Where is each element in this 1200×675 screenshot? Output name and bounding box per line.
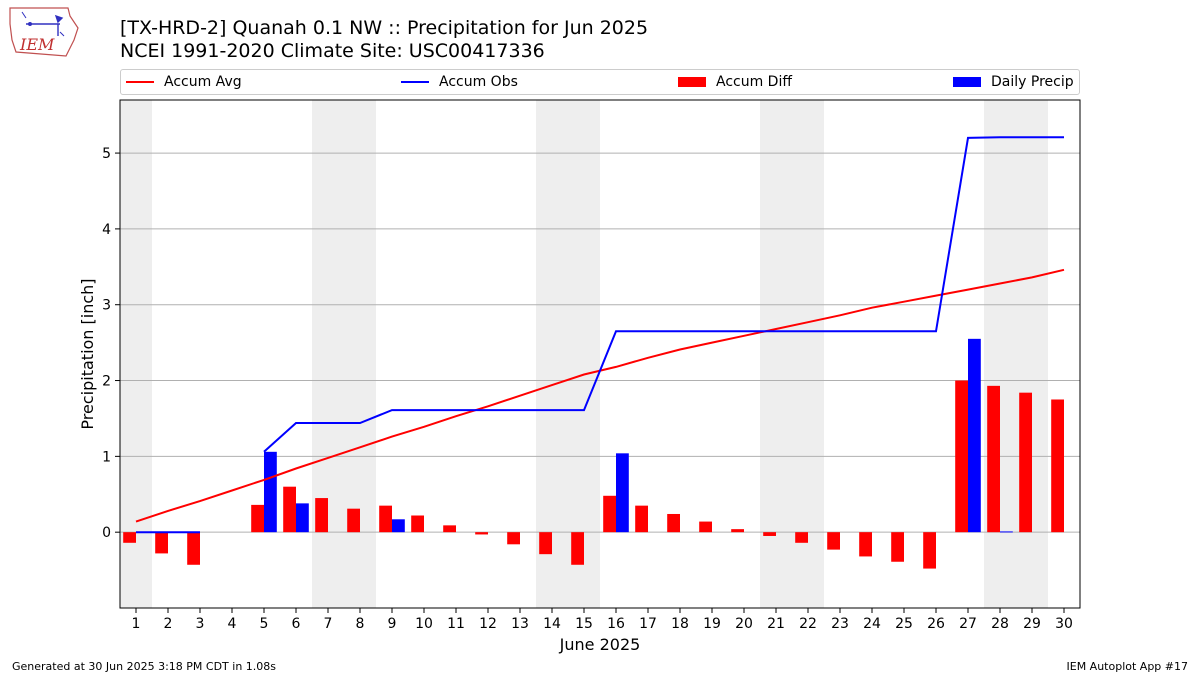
legend: Accum Avg Accum Obs Accum Diff Daily Pre… [120, 69, 1080, 95]
accum-diff-bar [187, 532, 200, 565]
x-axis-label: June 2025 [559, 635, 641, 654]
x-tick-label: 14 [543, 616, 561, 632]
daily-precip-bar [1000, 531, 1013, 533]
daily-precip-bar [296, 503, 309, 533]
x-tick-label: 10 [415, 616, 433, 632]
accum-diff-bar [795, 532, 808, 543]
accum-diff-bar [923, 532, 936, 569]
accum-diff-bar [603, 495, 616, 533]
shaded-band [536, 100, 600, 608]
x-tick-label: 12 [479, 616, 497, 632]
accum-diff-bar [283, 486, 296, 533]
accum-diff-bar [411, 515, 424, 533]
x-tick-label: 27 [959, 616, 977, 632]
legend-label-accum-obs: Accum Obs [439, 74, 518, 90]
x-tick-label: 13 [511, 616, 529, 632]
daily-precip-bar [392, 519, 405, 533]
daily-precip-bar [264, 451, 277, 533]
accum-diff-bar [475, 532, 488, 535]
app-label: IEM Autoplot App #17 [1066, 660, 1189, 673]
accum-diff-bar [731, 529, 744, 533]
chart-title: [TX-HRD-2] Quanah 0.1 NW :: Precipitatio… [120, 17, 649, 39]
x-tick-label: 28 [991, 616, 1009, 632]
accum-diff-bar [955, 380, 968, 533]
plot-frame [119, 99, 1081, 609]
x-tick-label: 23 [831, 616, 849, 632]
iem-logo: IEM [8, 6, 80, 58]
legend-swatch-daily-precip [953, 77, 981, 87]
x-tick-label: 1 [132, 616, 141, 632]
x-tick-label: 17 [639, 616, 657, 632]
logo-text: IEM [19, 35, 55, 54]
legend-item-accum-diff: Accum Diff [678, 73, 792, 91]
accum-diff-bar [507, 532, 520, 545]
y-tick-label: 5 [102, 146, 111, 162]
accum-diff-bar [1019, 392, 1032, 533]
x-tick-label: 4 [228, 616, 237, 632]
x-tick-label: 26 [927, 616, 945, 632]
x-tick-label: 25 [895, 616, 913, 632]
accum-diff-bar [155, 532, 168, 554]
x-tick-label: 6 [292, 616, 301, 632]
generated-timestamp: Generated at 30 Jun 2025 3:18 PM CDT in … [12, 660, 277, 673]
y-tick-label: 4 [102, 222, 111, 238]
legend-label-accum-diff: Accum Diff [716, 74, 793, 90]
legend-item-accum-obs: Accum Obs [401, 73, 518, 91]
daily-precip-bar [616, 453, 629, 533]
accum-diff-bar [571, 532, 584, 565]
x-tick-label: 5 [260, 616, 269, 632]
x-tick-label: 19 [703, 616, 721, 632]
x-tick-label: 16 [607, 616, 625, 632]
x-tick-label: 2 [164, 616, 173, 632]
legend-swatch-accum-obs [401, 81, 429, 83]
accum-diff-bar [123, 532, 136, 543]
x-tick-label: 20 [735, 616, 753, 632]
shaded-band [760, 100, 824, 608]
shaded-band [120, 100, 152, 608]
legend-item-daily-precip: Daily Precip [953, 73, 1074, 91]
accum-diff-bar [379, 505, 392, 533]
accum-obs-line [263, 136, 1064, 453]
accum-diff-bar [891, 532, 904, 562]
y-tick-label: 2 [102, 374, 111, 390]
accum-diff-bar [443, 525, 456, 533]
x-tick-label: 8 [356, 616, 365, 632]
accum-diff-bar [987, 385, 1000, 533]
x-tick-label: 29 [1023, 616, 1041, 632]
accum-diff-bar [763, 532, 776, 536]
accum-diff-bar [667, 513, 680, 533]
legend-label-accum-avg: Accum Avg [164, 74, 242, 90]
x-tick-label: 3 [196, 616, 205, 632]
accum-diff-bar [251, 504, 264, 533]
x-tick-label: 24 [863, 616, 881, 632]
accum-diff-bar [635, 505, 648, 533]
y-tick-label: 3 [102, 298, 111, 314]
y-tick-label: 0 [102, 525, 111, 541]
x-tick-label: 22 [799, 616, 817, 632]
x-tick-label: 11 [447, 616, 465, 632]
accum-diff-bar [539, 532, 552, 555]
x-tick-label: 21 [767, 616, 785, 632]
x-tick-label: 9 [388, 616, 397, 632]
y-axis-label: Precipitation [inch] [78, 278, 97, 429]
legend-label-daily-precip: Daily Precip [991, 74, 1074, 90]
iowa-map-icon: IEM [9, 7, 79, 57]
y-tick-label: 1 [102, 449, 111, 465]
x-tick-label: 18 [671, 616, 689, 632]
daily-precip-bar [968, 338, 981, 533]
accum-diff-bar [699, 521, 712, 533]
legend-swatch-accum-diff [678, 77, 706, 87]
accum-diff-bar [827, 532, 840, 550]
legend-item-accum-avg: Accum Avg [126, 73, 242, 91]
chart-subtitle: NCEI 1991-2020 Climate Site: USC00417336 [120, 40, 545, 62]
accum-diff-bar [347, 508, 360, 533]
x-tick-label: 15 [575, 616, 593, 632]
accum-diff-bar [315, 498, 328, 533]
x-tick-label: 30 [1055, 616, 1073, 632]
legend-swatch-accum-avg [126, 81, 154, 83]
accum-diff-bar [859, 532, 872, 557]
accum-diff-bar [1051, 399, 1064, 533]
x-tick-label: 7 [324, 616, 333, 632]
